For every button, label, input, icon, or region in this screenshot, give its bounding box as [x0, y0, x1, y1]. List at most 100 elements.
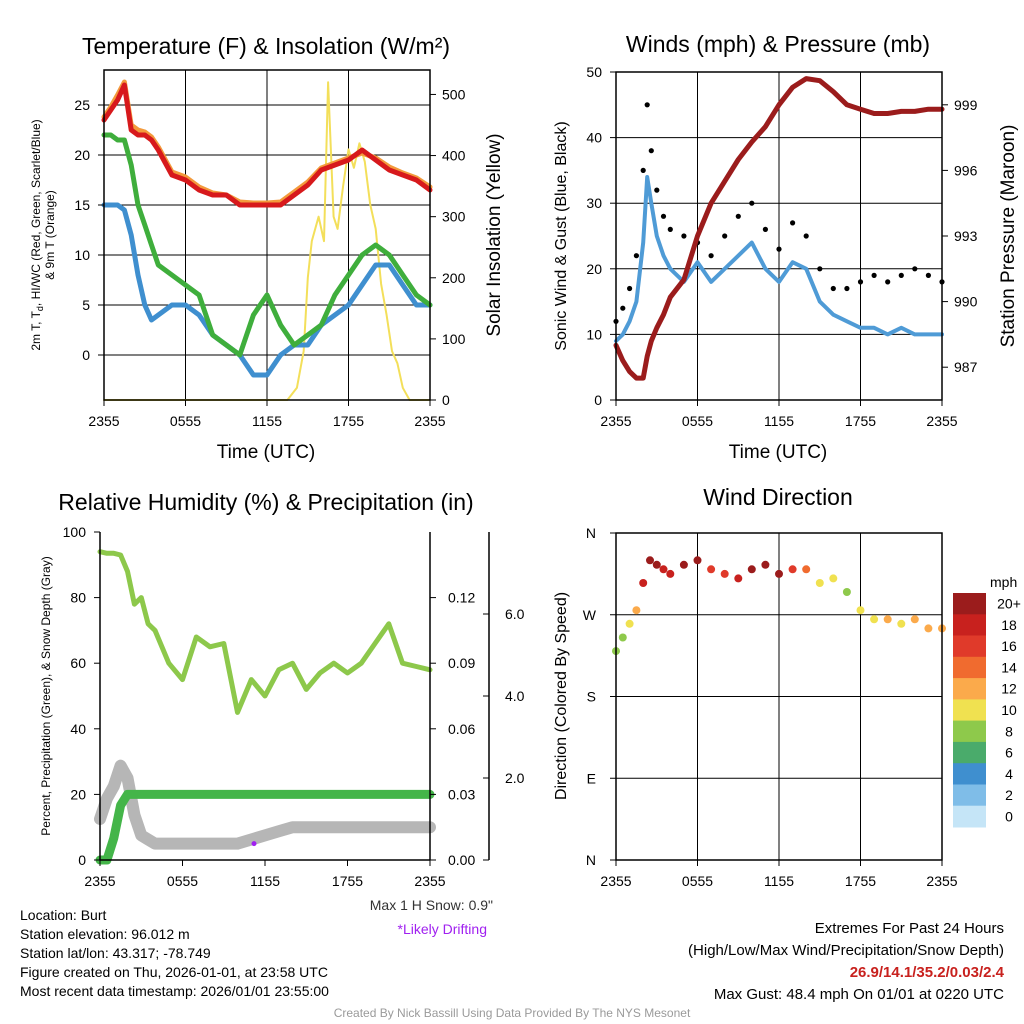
gust-point	[644, 102, 650, 108]
direction-point	[788, 565, 797, 574]
temperature-x-tick-label: 1155	[252, 413, 282, 429]
elevation-text: Station elevation: 96.012 m	[20, 926, 190, 942]
extremes-heading: Extremes For Past 24 Hours	[814, 920, 1004, 937]
gust-point	[681, 233, 687, 239]
direction-point	[829, 574, 838, 583]
winds-y-tick-label: 0	[594, 392, 602, 408]
humidity-y-tick-label: 20	[70, 786, 86, 802]
colorbar-label: 6	[1005, 745, 1013, 761]
insolation-y-tick-label: 200	[442, 270, 466, 286]
colorbar-swatch	[953, 635, 986, 658]
colorbar-label: 0	[1005, 808, 1013, 824]
precipitation-y-tick-label: 0.03	[448, 786, 475, 802]
temperature-y-tick-label: 10	[74, 247, 90, 263]
gust-point	[885, 279, 891, 285]
insolation-y-tick-label: 500	[442, 86, 466, 102]
direction-x-tick-label: 1155	[764, 873, 794, 889]
pressure-y-label: Station Pressure (Maroon)	[998, 125, 1019, 348]
temperature-y-tick-label: 0	[82, 347, 90, 363]
winds-chart-title: Winds (mph) & Pressure (mb)	[626, 31, 930, 57]
gust-point	[735, 213, 741, 219]
direction-point	[842, 588, 851, 596]
gust-point	[708, 253, 714, 259]
humidity-chart-title: Relative Humidity (%) & Precipitation (i…	[58, 489, 473, 515]
insolation-y-tick-label: 0	[442, 392, 450, 408]
direction-point	[761, 560, 770, 569]
temperature-panel: Temperature (F) & Insolation (W/m²) 2355…	[29, 33, 505, 463]
direction-x-tick-label: 2355	[926, 873, 957, 889]
colorbar-label: 8	[1005, 723, 1013, 739]
insolation-y-tick-label: 400	[442, 148, 466, 164]
direction-y-tick-label: S	[587, 689, 596, 705]
colorbar-swatch	[953, 614, 986, 637]
direction-point	[720, 569, 729, 578]
colorbar-title: mph	[990, 574, 1017, 590]
gust-point	[776, 246, 782, 252]
winds-y-label: Sonic Wind & Gust (Blue, Black)	[553, 121, 570, 350]
direction-point	[639, 579, 648, 587]
direction-point	[625, 619, 634, 628]
direction-point	[775, 569, 783, 578]
humidity-y-tick-label: 0	[78, 852, 86, 868]
gust-point	[817, 266, 823, 272]
humidity-y-label: Percent, Precipitation (Green), & Snow D…	[39, 556, 53, 835]
pressure-y-tick-label: 990	[954, 294, 978, 310]
colorbar-label: 12	[1001, 681, 1017, 697]
winds-x-tick-label: 0555	[682, 413, 713, 429]
max-gust-text: Max Gust: 48.4 mph On 01/01 at 0220 UTC	[713, 986, 1004, 1003]
2m-t-line	[101, 82, 433, 208]
direction-point	[897, 619, 906, 628]
direction-point	[870, 615, 879, 624]
colorbar-label: 20+	[997, 596, 1021, 612]
temperature-y-tick-label: 15	[74, 197, 90, 213]
direction-point	[659, 565, 668, 574]
sonic-wind-line	[614, 175, 944, 343]
winds-x-label: Time (UTC)	[729, 442, 828, 463]
direction-point	[802, 565, 811, 574]
gust-point	[803, 233, 809, 239]
snow-depth-line	[94, 759, 436, 850]
colorbar-label: 16	[1001, 638, 1017, 654]
direction-point	[815, 579, 824, 587]
direction-point	[646, 556, 654, 565]
winds-y-tick-label: 20	[586, 261, 602, 277]
direction-point	[707, 565, 716, 574]
gust-point	[844, 285, 850, 292]
location-text: Location: Burt	[20, 907, 107, 923]
insolation-y-tick-label: 100	[442, 331, 466, 347]
snow-depth-y-tick-label: 2.0	[505, 770, 525, 786]
drifting-marker	[251, 841, 257, 847]
precipitation-y-tick-label: 0.09	[448, 655, 475, 671]
temperature-chart-title: Temperature (F) & Insolation (W/m²)	[82, 33, 450, 59]
gust-point	[830, 285, 836, 292]
recent-data-text: Most recent data timestamp: 2026/01/01 2…	[20, 983, 329, 999]
pressure-y-tick-label: 993	[954, 228, 978, 244]
temperature-x-label: Time (UTC)	[217, 442, 316, 463]
gust-point	[857, 279, 864, 285]
gust-point	[667, 226, 673, 232]
snow-depth-y-tick-label: 4.0	[505, 688, 525, 704]
winds-y-tick-label: 50	[586, 64, 602, 80]
speed-colorbar: mph 20+ 18 16 14 12 10 8 6 4 2 0	[953, 574, 1021, 828]
station-info: Location: Burt Station elevation: 96.012…	[20, 906, 329, 1001]
gust-point	[912, 266, 918, 272]
humidity-x-tick-label: 0555	[167, 873, 198, 889]
colorbar-label: 10	[1001, 702, 1017, 718]
precipitation-y-tick-label: 0.06	[448, 721, 475, 737]
direction-y-tick-label: E	[587, 770, 596, 786]
gust-point	[722, 233, 728, 239]
temperature-x-tick-label: 1755	[333, 413, 364, 429]
direction-point	[666, 569, 675, 578]
svg-text:2m T, Td, HI/WC (Red, Green, S: 2m T, Td, HI/WC (Red, Green, Scarlet/Blu…	[29, 119, 45, 350]
colorbar-swatch	[953, 763, 986, 785]
extremes-info: Extremes For Past 24 Hours (High/Low/Max…	[688, 918, 1004, 1006]
svg-text:& 9m T (Orange): & 9m T (Orange)	[43, 190, 57, 280]
direction-point	[632, 606, 641, 615]
created-text: Figure created on Thu, 2026-01-01, at 23…	[20, 964, 328, 980]
snow-depth-y-tick-label: 6.0	[505, 606, 525, 622]
colorbar-swatch	[953, 720, 986, 743]
temperature-x-tick-label: 2355	[414, 413, 445, 429]
colorbar-swatch	[953, 805, 986, 828]
gust-point	[898, 272, 904, 278]
colorbar-swatch	[953, 784, 986, 807]
